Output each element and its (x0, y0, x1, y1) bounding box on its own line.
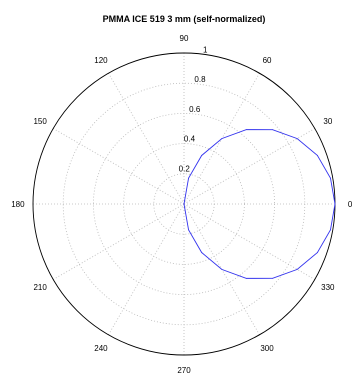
radial-label-0-2: 0.2 (179, 164, 191, 173)
data-point (201, 155, 203, 156)
data-point (272, 129, 274, 131)
data-point (188, 229, 189, 231)
angle-label-150: 150 (33, 117, 47, 126)
data-point (183, 203, 185, 205)
spoke-210 (53, 203, 185, 280)
spoke-240 (108, 203, 185, 335)
radial-label-0-4: 0.4 (184, 135, 196, 144)
data-point (330, 177, 331, 179)
data-point (296, 268, 298, 270)
data-point (221, 138, 223, 140)
angle-label-300: 300 (260, 344, 274, 353)
data-point (316, 252, 318, 253)
data-point (246, 129, 247, 131)
radial-label-1: 1 (203, 45, 208, 54)
angle-label-270: 270 (177, 366, 191, 375)
spoke-120 (108, 73, 185, 205)
angle-label-30: 30 (323, 117, 332, 126)
axis-labels: 0 30 60 90 120 150 180 210 240 270 300 330 0.2 0.4 0.6… (11, 34, 353, 375)
angle-label-330: 330 (321, 283, 335, 292)
radial-label-0-6: 0.6 (189, 105, 201, 114)
angle-label-60: 60 (263, 56, 272, 65)
angle-label-120: 120 (94, 56, 108, 65)
data-point (188, 177, 189, 179)
angle-label-90: 90 (180, 34, 189, 43)
data-point (316, 155, 318, 156)
ring-0.8 (62, 82, 306, 326)
angle-label-0: 0 (348, 200, 353, 209)
spoke-30 (183, 128, 315, 205)
chart-title: PMMA ICE 519 3 mm (self-normalized) (103, 14, 266, 24)
angle-label-240: 240 (94, 344, 108, 353)
spoke-150 (53, 128, 185, 205)
radial-label-0-8: 0.8 (194, 75, 206, 84)
data-point (246, 277, 247, 279)
data-point (201, 252, 203, 253)
spoke-330 (183, 203, 315, 280)
angle-label-180: 180 (11, 200, 25, 209)
data-point (296, 138, 298, 140)
series-layer (183, 129, 336, 279)
data-point (221, 268, 223, 270)
ring-0.2 (153, 173, 215, 235)
series-0 (183, 129, 336, 279)
ring-0.4 (123, 143, 245, 265)
data-point (272, 277, 274, 279)
data-point (330, 229, 331, 231)
angle-label-210: 210 (33, 283, 47, 292)
ring-0.6 (93, 113, 275, 295)
data-point (334, 203, 336, 205)
